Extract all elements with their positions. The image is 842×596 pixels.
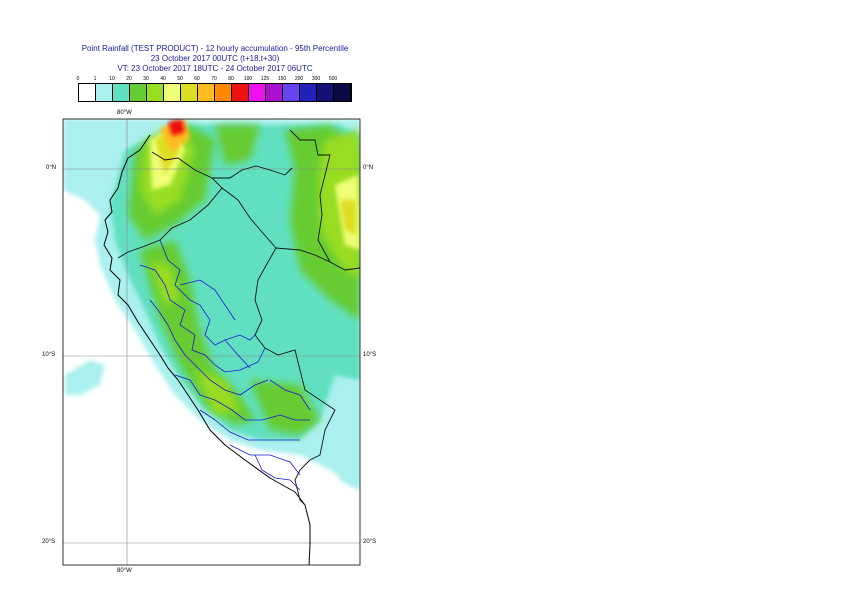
coastline: [103, 134, 311, 566]
legend-threshold-label: 1: [93, 76, 97, 82]
legend-swatch: [283, 84, 300, 101]
color-legend: [78, 83, 352, 102]
legend-threshold-label: 100: [243, 76, 253, 82]
legend-threshold-label: 70: [211, 76, 217, 82]
legend-swatch: [147, 84, 164, 101]
legend-threshold-label: 0: [76, 76, 80, 82]
country-borders: [117, 129, 361, 506]
legend-threshold-label: 40: [160, 76, 166, 82]
legend-swatch: [164, 84, 181, 101]
lat-label-left-10s: 10°S: [42, 352, 56, 358]
lat-label-right-10s: 10°S: [363, 352, 377, 358]
legend-threshold-label: 50: [177, 76, 183, 82]
valid-time: VT: 23 October 2017 18UTC - 24 October 2…: [117, 64, 313, 73]
map-title: Point Rainfall (TEST PRODUCT) - 12 hourl…: [81, 44, 349, 53]
legend-threshold-label: 200: [294, 76, 304, 82]
legend-threshold-label: 150: [277, 76, 287, 82]
legend-swatch: [266, 84, 283, 101]
legend-swatch: [96, 84, 113, 101]
legend-threshold-label: 20: [126, 76, 132, 82]
legend-threshold-label: 80: [228, 76, 234, 82]
admin-borders: [139, 239, 311, 491]
run-time: 23 October 2017 00UTC (t+18,t+30): [150, 54, 280, 63]
legend-swatch: [215, 84, 232, 101]
legend-threshold-label: 30: [143, 76, 149, 82]
rain-1-10-offshore: [65, 360, 105, 395]
legend-swatch: [113, 84, 130, 101]
legend-swatch: [232, 84, 249, 101]
lat-label-right-0: 0°N: [363, 165, 374, 171]
legend-threshold-label: 60: [194, 76, 200, 82]
legend-swatch: [300, 84, 317, 101]
lon-label-top: 80°W: [117, 110, 132, 116]
lat-label-right-20s: 20°S: [363, 539, 377, 545]
legend-swatch: [181, 84, 198, 101]
legend-swatch: [130, 84, 147, 101]
legend-swatch: [249, 84, 266, 101]
lat-label-left-0: 0°N: [46, 165, 57, 171]
legend-swatch: [79, 84, 96, 101]
legend-threshold-label: 500: [328, 76, 338, 82]
lon-label-bottom: 80°W: [117, 568, 132, 574]
lat-label-left-20s: 20°S: [42, 539, 56, 545]
legend-swatch: [198, 84, 215, 101]
legend-threshold-label: 10: [109, 76, 115, 82]
legend-threshold-label: 300: [311, 76, 321, 82]
rain-80-100-patch: [168, 119, 185, 136]
legend-threshold-labels: 0 1 10 20 30 40 50 60 70 80 100 125 150 200 300 500: [0, 76, 842, 86]
legend-threshold-label: 125: [260, 76, 270, 82]
legend-swatch: [334, 84, 351, 101]
legend-swatch: [317, 84, 334, 101]
